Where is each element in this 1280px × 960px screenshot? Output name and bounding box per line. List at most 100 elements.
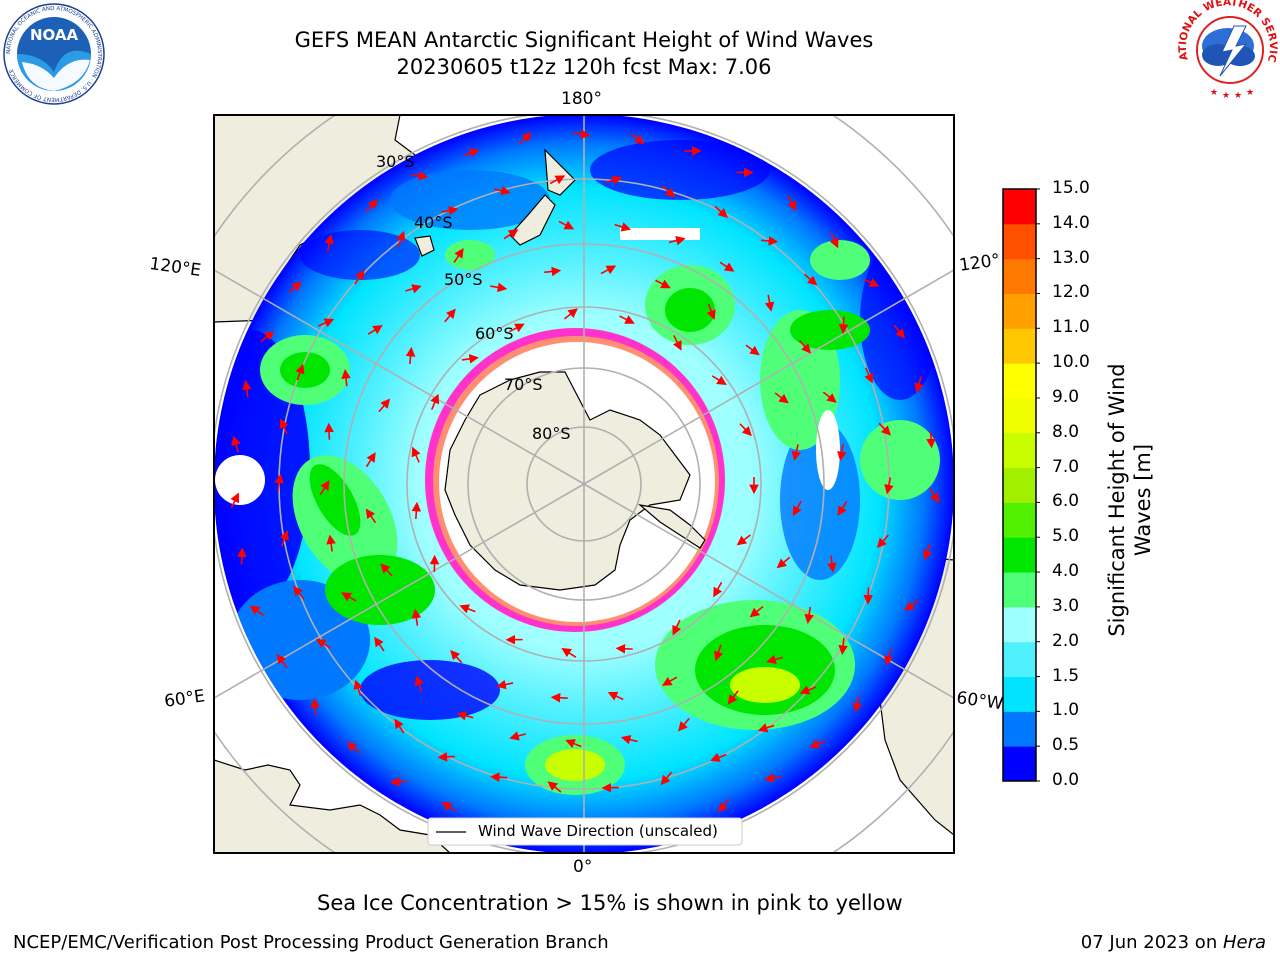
wind-wave-arrow: [838, 637, 848, 656]
wind-wave-arrow: [414, 675, 424, 693]
wind-wave-arrow: [341, 369, 351, 387]
colorbar-tick-label: 9.0: [1052, 386, 1080, 407]
wind-wave-arrow: [353, 679, 363, 697]
colorbar-segment: [1003, 641, 1036, 678]
colorbar: [1002, 188, 1040, 782]
wind-wave-arrow: [374, 636, 385, 652]
wind-wave-arrow: [677, 717, 690, 732]
wind-wave-arrow: [672, 619, 682, 636]
colorbar-tick-label: 0.0: [1052, 770, 1080, 790]
wind-wave-arrow: [509, 731, 526, 741]
wind-wave-arrow: [792, 500, 802, 517]
wind-wave-arrow: [561, 647, 577, 658]
wind-wave-arrow: [614, 222, 632, 232]
wind-wave-arrow: [774, 392, 789, 404]
wind-wave-arrow: [326, 534, 336, 552]
wind-wave-arrow: [462, 148, 480, 158]
wind-wave-arrow: [672, 335, 682, 351]
africa-land: [214, 759, 451, 853]
wind-wave-arrow: [863, 278, 880, 287]
wind-wave-arrow: [837, 501, 848, 516]
colorbar-segment: [1003, 746, 1036, 782]
wind-wave-arrow: [274, 473, 284, 491]
lat-label-60s: 60°S: [475, 324, 514, 343]
colorbar-segment: [1003, 502, 1036, 538]
wind-wave-arrow: [884, 477, 894, 495]
lon-label-top: 180°: [561, 89, 602, 109]
lat-label-50s: 50°S: [444, 270, 483, 289]
wind-wave-arrow: [230, 492, 240, 509]
wind-wave-arrow: [411, 446, 421, 463]
wind-wave-arrow: [242, 379, 252, 398]
wind-wave-arrow: [713, 644, 724, 662]
colorbar-segment: [1003, 467, 1036, 503]
colorbar-tick-label: 4.0: [1052, 561, 1080, 582]
colorbar-tick-label: 7.0: [1052, 456, 1080, 477]
wind-wave-arrow: [295, 363, 305, 381]
wind-wave-arrow: [822, 391, 837, 403]
footer-date: 07 Jun 2023 on: [1080, 932, 1223, 953]
wind-wave-arrow: [411, 171, 429, 181]
wind-wave-arrow: [573, 129, 591, 139]
wind-wave-arrow: [318, 318, 335, 328]
wind-wave-arrow: [450, 649, 463, 664]
colorbar-tick-label: 3.0: [1052, 595, 1080, 616]
lat-label-30s: 30°S: [376, 152, 415, 171]
wind-wave-arrow: [293, 585, 305, 600]
wind-wave-arrow: [405, 346, 416, 365]
wind-wave-arrow: [619, 315, 635, 324]
wind-wave-arrow: [668, 235, 686, 246]
wind-wave-arrow: [799, 340, 811, 354]
wind-wave-arrow: [864, 367, 874, 384]
wind-wave-arrow: [456, 711, 474, 721]
wind-wave-arrow: [365, 199, 379, 212]
noaa-logo: NOAA NATIONAL OCEANIC AND ATMOSPHERIC AD…: [3, 3, 105, 105]
colorbar-tick-label: 6.0: [1052, 491, 1080, 512]
wind-wave-arrow: [310, 697, 320, 716]
wind-wave-arrow: [231, 435, 241, 453]
wind-wave-arrow: [565, 739, 582, 749]
wind-wave-arrow: [884, 648, 894, 666]
wind-wave-arrow: [662, 185, 676, 198]
colorbar-segment: [1003, 432, 1036, 469]
wind-wave-arrow: [405, 284, 422, 294]
chart-title: GEFS MEAN Antarctic Significant Height o…: [294, 28, 874, 52]
colorbar-tick-label: 1.0: [1052, 700, 1080, 721]
colorbar-segment: [1003, 293, 1036, 329]
wind-wave-arrow: [837, 444, 847, 462]
wind-wave-arrow: [518, 132, 532, 145]
wind-wave-arrow: [437, 752, 455, 762]
wind-wave-arrow: [714, 205, 728, 218]
wind-wave-arrow: [719, 261, 735, 272]
legend-label: Wind Wave Direction (unscaled): [478, 822, 718, 840]
wind-wave-arrow: [764, 294, 775, 312]
colorbar-tick-label: 0.5: [1052, 735, 1080, 756]
wind-wave-arrow: [324, 422, 334, 440]
colorbar-segment: [1003, 189, 1036, 225]
wind-wave-arrow: [787, 195, 797, 212]
wind-wave-arrow: [829, 232, 839, 249]
wind-wave-arrow: [563, 308, 578, 320]
antarctica-land: [444, 371, 691, 591]
colorbar-segment: [1003, 328, 1036, 364]
sea-ice-note: Sea Ice Concentration > 15% is shown in …: [317, 891, 903, 915]
wind-wave-arrow: [630, 132, 645, 145]
colorbar-segment: [1003, 397, 1036, 434]
svg-text:★: ★: [1222, 91, 1230, 101]
colorbar-tick-label: 10.0: [1052, 352, 1090, 373]
wind-wave-arrow: [380, 563, 393, 577]
wind-wave-arrow: [430, 393, 440, 410]
wind-wave-arrow: [736, 534, 751, 546]
wind-wave-arrow: [461, 354, 479, 364]
wind-wave-arrow: [605, 175, 623, 185]
colorbar-segment: [1003, 572, 1036, 608]
wind-wave-arrow: [509, 323, 525, 333]
lat-label-40s: 40°S: [414, 213, 453, 232]
colorbar-segment: [1003, 223, 1036, 260]
map-frame: [213, 114, 955, 854]
footer-host: Hera: [1222, 932, 1266, 953]
wind-wave-arrow: [776, 556, 791, 569]
wind-wave-arrow: [600, 265, 617, 275]
wind-wave-arrow: [550, 692, 568, 703]
wind-wave-arrow: [791, 444, 801, 462]
